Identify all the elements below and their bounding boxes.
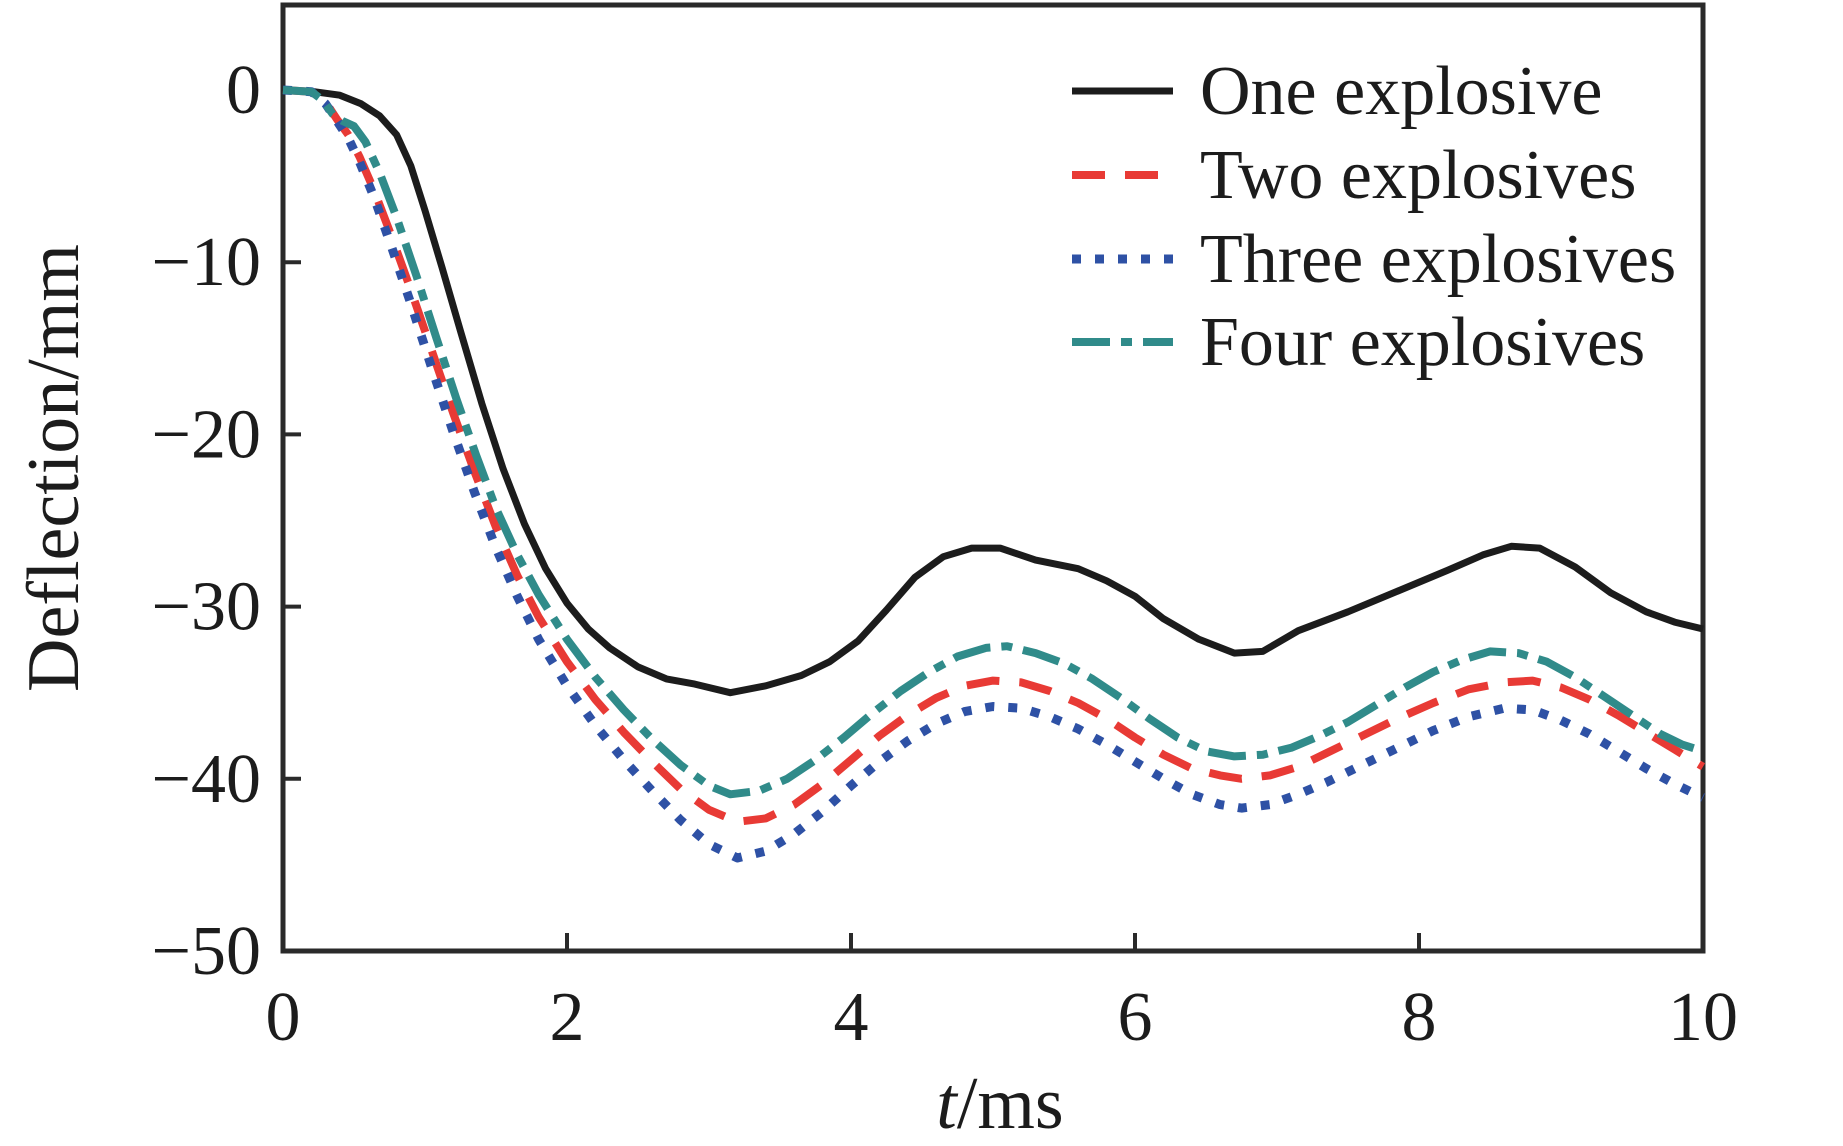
- series-line-three-explosives: [282, 85, 1705, 863]
- y-tick-label: −20: [152, 396, 261, 473]
- y-tick-label: −30: [152, 569, 261, 646]
- x-tick-label: 8: [1402, 979, 1437, 1056]
- axis-tick-labels: 0 2 4 6 8 10 0 −10 −20 −30 −40 −50: [152, 52, 1738, 1056]
- y-tick-label: −50: [152, 913, 261, 990]
- x-tick-label: 10: [1668, 979, 1738, 1056]
- x-axis-label-unit: /ms: [957, 1063, 1064, 1145]
- x-tick-label: 6: [1118, 979, 1153, 1056]
- x-tick-label: 4: [834, 979, 869, 1056]
- legend-label-three-explosives: Three explosives: [1200, 221, 1676, 298]
- series-line-one-explosive: [282, 86, 1704, 697]
- y-tick-label: 0: [226, 52, 261, 129]
- y-axis-label: Deflection/mm: [13, 244, 95, 692]
- legend-label-two-explosives: Two explosives: [1200, 137, 1636, 214]
- axis-ticks: [281, 88, 1705, 953]
- x-axis-label-symbol: t: [936, 1063, 959, 1145]
- data-series-lines: [282, 85, 1706, 863]
- x-tick-label: 2: [550, 979, 585, 1056]
- plot-area-frame: [280, 2, 1706, 954]
- x-tick-label: 0: [266, 979, 301, 1056]
- y-tick-label: −40: [152, 741, 261, 818]
- x-axis-label: t/ms: [936, 1063, 1063, 1145]
- series-line-two-explosives: [282, 86, 1706, 826]
- legend-label-one-explosive: One explosive: [1200, 53, 1602, 130]
- legend-swatches: [1072, 87, 1173, 346]
- series-line-four-explosives: [282, 86, 1705, 799]
- legend: One explosive Two explosives Three explo…: [1072, 53, 1676, 381]
- y-tick-label: −10: [152, 224, 261, 301]
- legend-label-four-explosives: Four explosives: [1200, 304, 1645, 381]
